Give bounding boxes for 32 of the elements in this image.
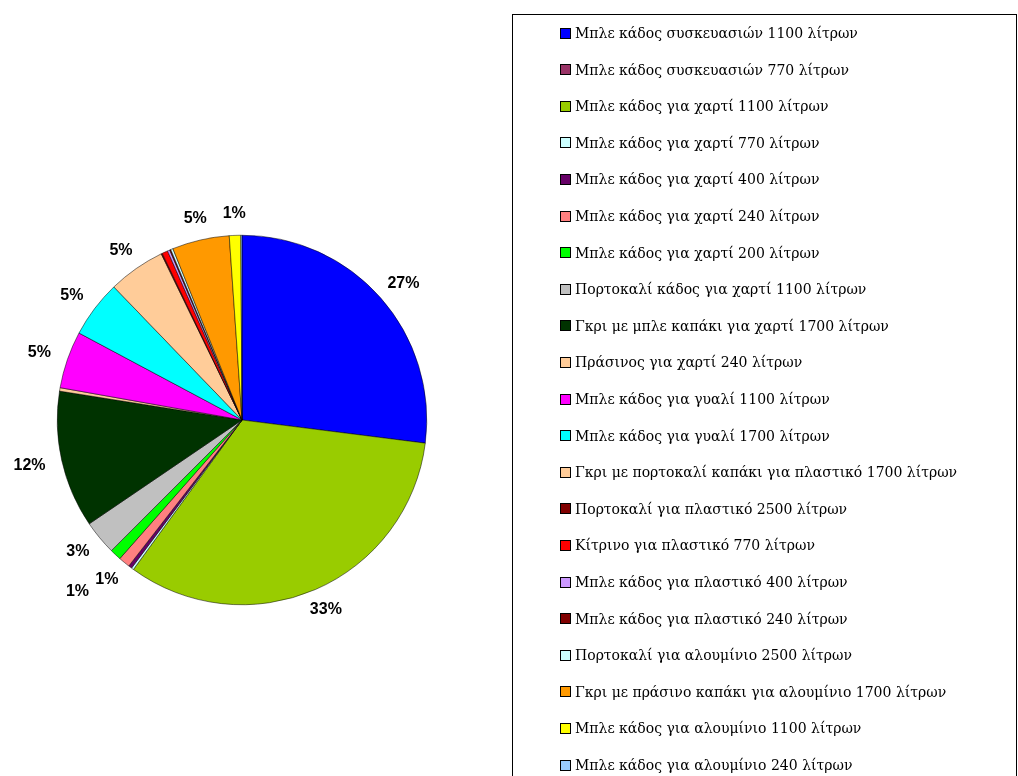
legend-label: Πράσινος για χαρτί 240 λίτρων [575,354,803,371]
legend-label: Μπλε κάδος για χαρτί 240 λίτρων [575,208,820,224]
data-label: 1% [65,581,90,599]
legend-label: Γκρι με πράσινο καπάκι για αλουμίνιο 1700 λίτρων [575,683,947,700]
legend-label: Μπλε κάδος για χαρτί 400 λίτρων [575,171,820,188]
legend-label: Πορτοκαλί κάδος για χαρτί 1100 λίτρων [575,281,867,298]
legend-label: Μπλε κάδος για χαρτί 770 λίτρων [575,134,820,151]
legend-label: Μπλε κάδος για αλουμίνιο 240 λίτρων [575,757,853,773]
data-label: 5% [109,240,133,258]
legend-label: Μπλε κάδος για γυαλί 1100 λίτρων [575,391,830,407]
data-label: 5% [27,342,51,360]
legend-label: Μπλε κάδος για γυαλί 1700 λίτρων [575,427,830,444]
legend-label: Γκρι με πορτοκαλί καπάκι για πλαστικό 1700 λίτρων [575,464,958,481]
data-label: 5% [183,208,207,226]
legend-label: Μπλε κάδος για χαρτί 200 λίτρων [575,244,820,261]
data-label: 1% [95,569,119,587]
legend-label: Κίτρινο για πλαστικό 770 λίτρων [575,537,815,554]
legend-label: Μπλε κάδος για πλαστικό 240 λίτρων [575,610,848,627]
legend-label: Μπλε κάδος για αλουμίνιο 1100 λίτρων [575,720,862,737]
legend-label: Μπλε κάδος συσκευασιών 770 λίτρων [575,61,849,78]
data-label: 27% [387,273,420,291]
data-label: 5% [60,285,84,303]
legend-label: Μπλε κάδος για χαρτί 1100 λίτρων [575,98,829,115]
data-label: 12% [13,455,46,473]
legend-label: Μπλε κάδος για πλαστικό 400 λίτρων [575,574,848,590]
data-label: 1% [222,203,246,221]
legend-label: Πορτοκαλί για αλουμίνιο 2500 λίτρων [575,647,852,664]
legend-label: Γκρι με μπλε καπάκι για χαρτί 1700 λίτρων [575,317,889,334]
legend-label: Μπλε κάδος συσκευασιών 1100 λίτρων [575,25,858,41]
legend-label: Πορτοκαλί για πλαστικό 2500 λίτρων [575,500,848,517]
data-label: 33% [309,600,342,618]
data-label: 3% [66,542,90,560]
